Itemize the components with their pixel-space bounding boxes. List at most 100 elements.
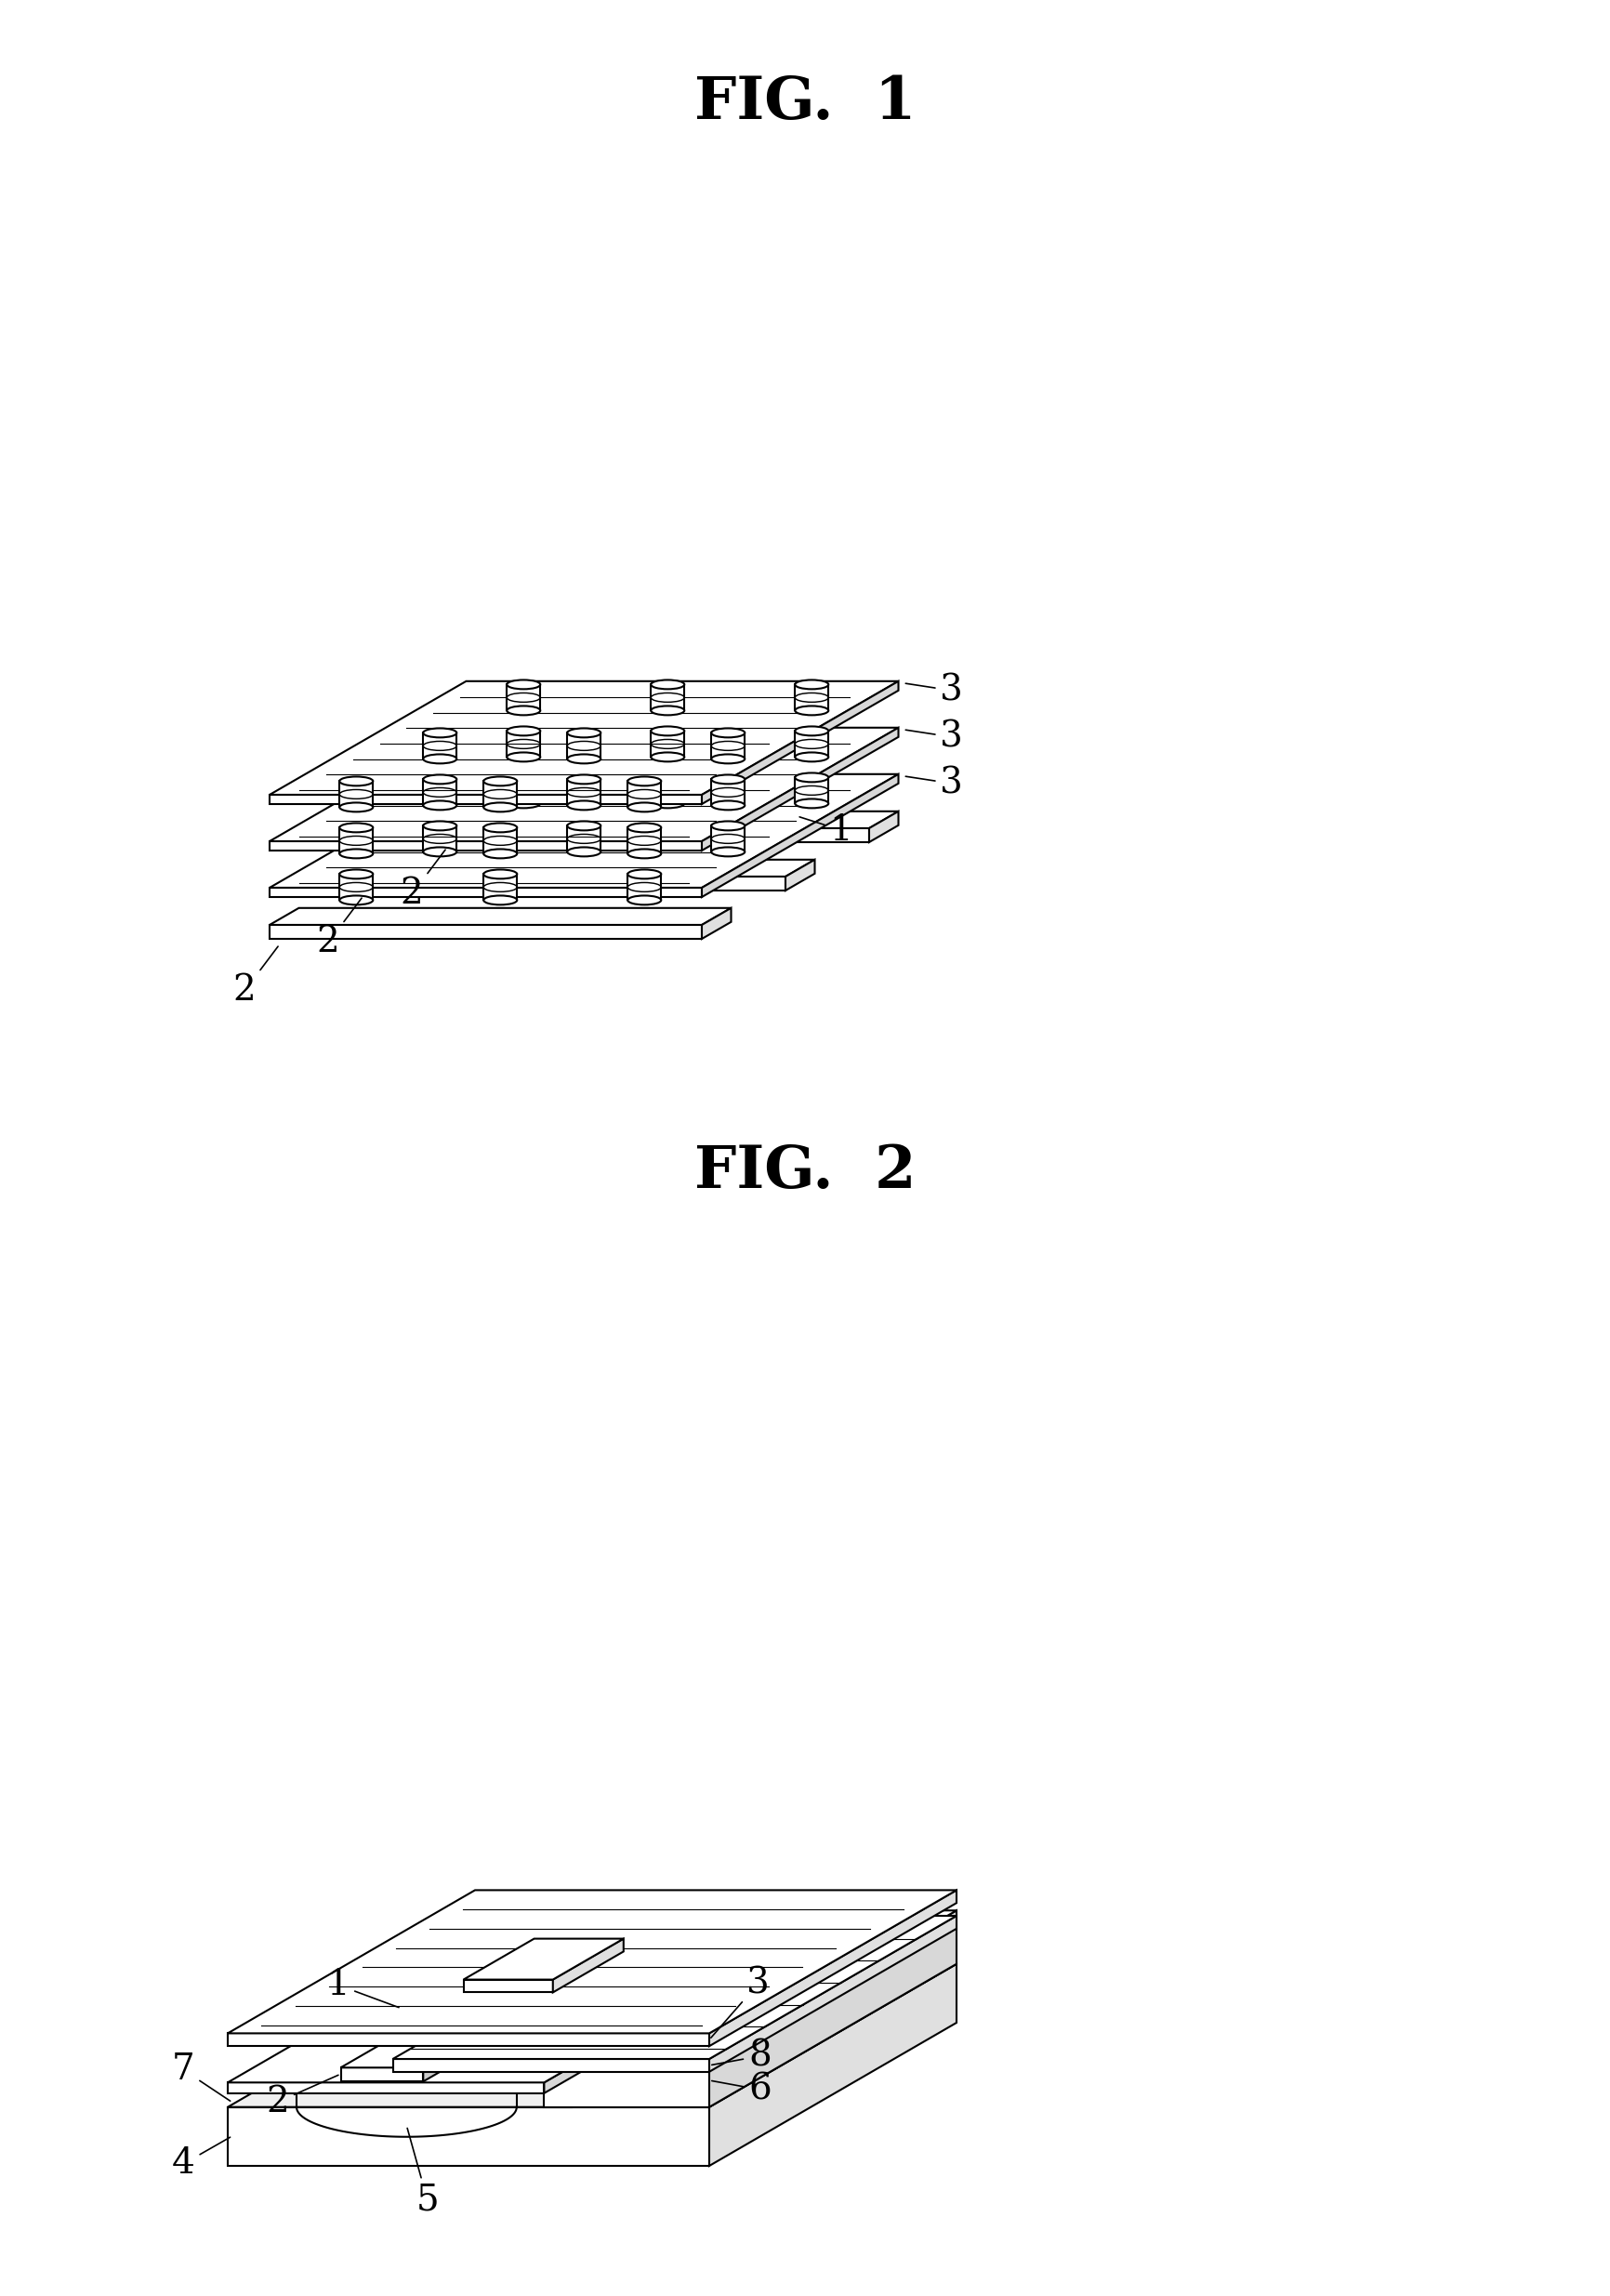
Ellipse shape xyxy=(795,726,829,735)
Polygon shape xyxy=(628,827,662,854)
Polygon shape xyxy=(341,2069,423,2082)
Text: 3: 3 xyxy=(905,673,963,707)
Ellipse shape xyxy=(401,1977,443,1988)
Ellipse shape xyxy=(567,801,601,810)
Text: 8: 8 xyxy=(712,2039,771,2073)
Ellipse shape xyxy=(340,822,374,831)
Polygon shape xyxy=(628,875,662,900)
Ellipse shape xyxy=(795,799,829,808)
Polygon shape xyxy=(464,1938,623,1979)
Polygon shape xyxy=(393,2060,710,2071)
Text: 2: 2 xyxy=(266,2076,338,2119)
Ellipse shape xyxy=(628,895,662,905)
Ellipse shape xyxy=(483,804,517,813)
Ellipse shape xyxy=(628,850,662,859)
Ellipse shape xyxy=(507,753,541,762)
Text: 2: 2 xyxy=(317,898,362,960)
Polygon shape xyxy=(269,907,731,925)
Text: 1: 1 xyxy=(327,1968,399,2007)
Polygon shape xyxy=(507,684,541,709)
Polygon shape xyxy=(795,684,829,709)
Ellipse shape xyxy=(423,774,457,783)
Polygon shape xyxy=(702,682,898,804)
Ellipse shape xyxy=(795,753,829,762)
Ellipse shape xyxy=(567,822,601,831)
Ellipse shape xyxy=(628,776,662,785)
Ellipse shape xyxy=(712,755,745,765)
Ellipse shape xyxy=(712,822,745,831)
Polygon shape xyxy=(340,827,374,854)
Polygon shape xyxy=(507,730,541,758)
Polygon shape xyxy=(269,840,702,850)
Text: 2: 2 xyxy=(401,850,446,912)
Polygon shape xyxy=(544,1910,956,2053)
Polygon shape xyxy=(628,781,662,808)
Polygon shape xyxy=(393,1915,956,2060)
Ellipse shape xyxy=(650,680,684,689)
Polygon shape xyxy=(712,827,745,852)
Ellipse shape xyxy=(650,726,684,735)
Polygon shape xyxy=(464,1979,552,1993)
Polygon shape xyxy=(544,1940,792,2094)
Ellipse shape xyxy=(650,753,684,762)
Polygon shape xyxy=(710,1915,956,2071)
Ellipse shape xyxy=(423,755,457,765)
Ellipse shape xyxy=(423,801,457,810)
Polygon shape xyxy=(869,810,898,843)
Text: 3: 3 xyxy=(905,719,963,753)
Ellipse shape xyxy=(795,680,829,689)
Polygon shape xyxy=(712,778,745,806)
Polygon shape xyxy=(483,827,517,854)
Ellipse shape xyxy=(483,850,517,859)
Polygon shape xyxy=(227,1940,792,2082)
Polygon shape xyxy=(423,827,457,852)
Polygon shape xyxy=(795,730,829,758)
Text: 4: 4 xyxy=(172,2138,230,2181)
Ellipse shape xyxy=(567,755,601,765)
Text: 5: 5 xyxy=(407,2128,440,2218)
Ellipse shape xyxy=(712,847,745,856)
Polygon shape xyxy=(567,827,601,852)
Polygon shape xyxy=(436,810,898,829)
Ellipse shape xyxy=(340,850,374,859)
Polygon shape xyxy=(483,781,517,808)
Polygon shape xyxy=(436,829,869,843)
Ellipse shape xyxy=(340,895,374,905)
Polygon shape xyxy=(684,2014,712,2066)
Polygon shape xyxy=(340,875,374,900)
Ellipse shape xyxy=(483,895,517,905)
Ellipse shape xyxy=(507,726,541,735)
Polygon shape xyxy=(544,2053,710,2108)
Polygon shape xyxy=(353,877,786,891)
Polygon shape xyxy=(269,925,702,939)
Polygon shape xyxy=(401,1984,443,2034)
Ellipse shape xyxy=(650,799,684,808)
Ellipse shape xyxy=(340,870,374,879)
Ellipse shape xyxy=(712,728,745,737)
Text: 7: 7 xyxy=(172,2053,230,2101)
Polygon shape xyxy=(269,889,702,898)
Ellipse shape xyxy=(567,774,601,783)
Polygon shape xyxy=(269,682,898,794)
Polygon shape xyxy=(227,1963,956,2108)
Ellipse shape xyxy=(795,774,829,783)
Ellipse shape xyxy=(483,822,517,831)
Ellipse shape xyxy=(507,774,541,783)
Ellipse shape xyxy=(628,804,662,813)
Ellipse shape xyxy=(567,728,601,737)
Polygon shape xyxy=(269,728,898,840)
Text: 3: 3 xyxy=(905,767,963,801)
Polygon shape xyxy=(650,684,684,709)
Ellipse shape xyxy=(507,705,541,714)
Polygon shape xyxy=(795,778,829,804)
Ellipse shape xyxy=(795,705,829,714)
Polygon shape xyxy=(567,778,601,806)
Polygon shape xyxy=(227,1890,956,2034)
Ellipse shape xyxy=(567,847,601,856)
Ellipse shape xyxy=(628,822,662,831)
Polygon shape xyxy=(340,781,374,808)
Polygon shape xyxy=(227,2108,710,2165)
Polygon shape xyxy=(269,794,702,804)
Text: FIG.  1: FIG. 1 xyxy=(694,73,916,131)
Ellipse shape xyxy=(483,870,517,879)
